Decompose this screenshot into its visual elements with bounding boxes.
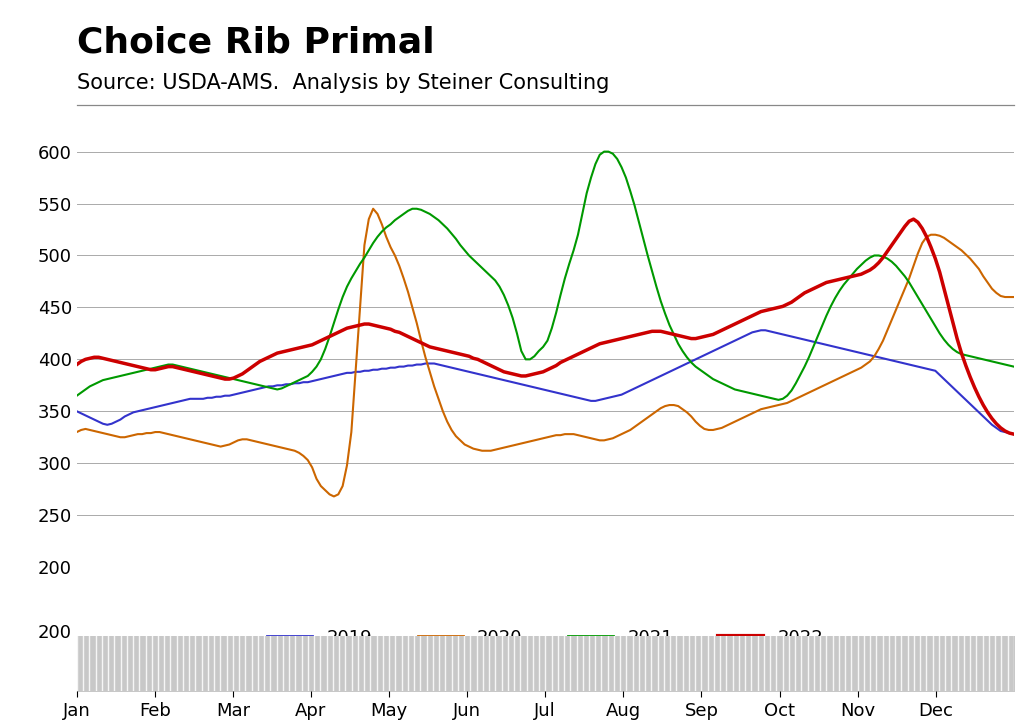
Text: Choice Rib Primal: Choice Rib Primal (77, 25, 434, 60)
Legend: 2019, 2020, 2021, 2022: 2019, 2020, 2021, 2022 (260, 622, 830, 654)
Text: Source: USDA-AMS.  Analysis by Steiner Consulting: Source: USDA-AMS. Analysis by Steiner Co… (77, 73, 609, 93)
Text: 200: 200 (38, 624, 72, 643)
